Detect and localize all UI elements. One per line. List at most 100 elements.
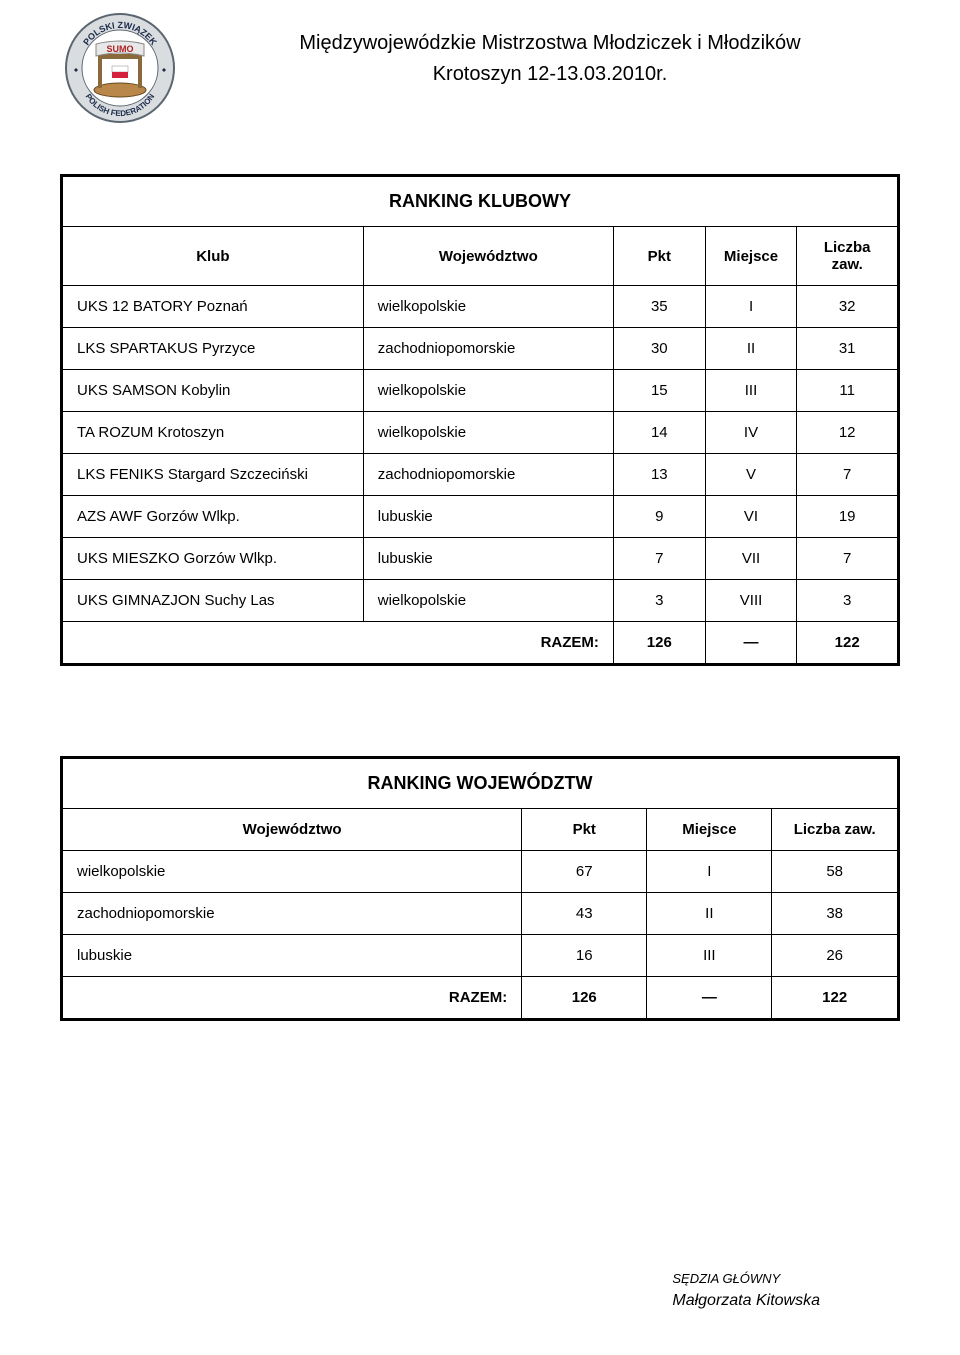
cell: I [705, 286, 797, 328]
federation-logo: POLSKI ZWIĄZEK POLISH FEDERATION SUMO [60, 8, 180, 128]
table-total-row: RAZEM: 126 — 122 [63, 622, 897, 664]
cell: zachodniopomorskie [63, 893, 522, 935]
table2-title: RANKING WOJEWÓDZTW [63, 759, 897, 809]
cell: zachodniopomorskie [363, 328, 613, 370]
cell: LKS SPARTAKUS Pyrzyce [63, 328, 363, 370]
header: POLSKI ZWIĄZEK POLISH FEDERATION SUMO [60, 12, 900, 128]
cell: 38 [772, 893, 897, 935]
cell: lubuskie [363, 538, 613, 580]
event-subtitle: Krotoszyn 12-13.03.2010r. [200, 63, 900, 86]
th-wojewodztwo: Województwo [63, 809, 522, 851]
cell: 3 [797, 580, 897, 622]
table1-title: RANKING KLUBOWY [63, 177, 897, 227]
table2-container: RANKING WOJEWÓDZTW Województwo Pkt Miejs… [60, 756, 900, 1021]
title-block: Międzywojewódzkie Mistrzostwa Młodziczek… [200, 12, 900, 86]
table-row: wielkopolskie 67 I 58 [63, 851, 897, 893]
table-row: lubuskie 16 III 26 [63, 935, 897, 977]
cell: 15 [613, 370, 705, 412]
cell: wielkopolskie [363, 286, 613, 328]
cell: TA ROZUM Krotoszyn [63, 412, 363, 454]
cell: VIII [705, 580, 797, 622]
th-liczba: Liczba zaw. [772, 809, 897, 851]
total-place: — [705, 622, 797, 664]
cell: 58 [772, 851, 897, 893]
cell: AZS AWF Gorzów Wlkp. [63, 496, 363, 538]
cell: 3 [613, 580, 705, 622]
cell: wielkopolskie [363, 412, 613, 454]
table1-container: RANKING KLUBOWY Klub Województwo Pkt Mie… [60, 174, 900, 666]
cell: 26 [772, 935, 897, 977]
cell: V [705, 454, 797, 496]
cell: 19 [797, 496, 897, 538]
cell: 13 [613, 454, 705, 496]
cell: UKS SAMSON Kobylin [63, 370, 363, 412]
th-miejsce: Miejsce [705, 227, 797, 286]
th-miejsce: Miejsce [647, 809, 772, 851]
th-wojewodztwo: Województwo [363, 227, 613, 286]
cell: lubuskie [63, 935, 522, 977]
cell: 35 [613, 286, 705, 328]
cell: UKS GIMNAZJON Suchy Las [63, 580, 363, 622]
cell: 9 [613, 496, 705, 538]
cell: I [647, 851, 772, 893]
total-label: RAZEM: [63, 977, 522, 1019]
table-header-row: Województwo Pkt Miejsce Liczba zaw. [63, 809, 897, 851]
cell: 14 [613, 412, 705, 454]
table-row: TA ROZUM Krotoszyn wielkopolskie 14 IV 1… [63, 412, 897, 454]
cell: 30 [613, 328, 705, 370]
footer-role: SĘDZIA GŁÓWNY [672, 1271, 820, 1286]
total-count: 122 [797, 622, 897, 664]
event-title: Międzywojewódzkie Mistrzostwa Młodziczek… [200, 32, 900, 55]
cell: IV [705, 412, 797, 454]
table-row: UKS SAMSON Kobylin wielkopolskie 15 III … [63, 370, 897, 412]
table-header-row: Klub Województwo Pkt Miejsce Liczba zaw. [63, 227, 897, 286]
cell: VI [705, 496, 797, 538]
total-label: RAZEM: [63, 622, 613, 664]
cell: 32 [797, 286, 897, 328]
cell: wielkopolskie [63, 851, 522, 893]
table-row: zachodniopomorskie 43 II 38 [63, 893, 897, 935]
footer-name: Małgorzata Kitowska [672, 1292, 820, 1310]
table-row: UKS MIESZKO Gorzów Wlkp. lubuskie 7 VII … [63, 538, 897, 580]
cell: 43 [522, 893, 647, 935]
cell: 16 [522, 935, 647, 977]
cell: wielkopolskie [363, 370, 613, 412]
footer: SĘDZIA GŁÓWNY Małgorzata Kitowska [672, 1271, 820, 1310]
ranking-klubowy-table: RANKING KLUBOWY Klub Województwo Pkt Mie… [63, 177, 897, 663]
th-pkt: Pkt [613, 227, 705, 286]
total-pkt: 126 [522, 977, 647, 1019]
cell: 11 [797, 370, 897, 412]
th-pkt: Pkt [522, 809, 647, 851]
cell: 12 [797, 412, 897, 454]
cell: lubuskie [363, 496, 613, 538]
table-row: LKS FENIKS Stargard Szczeciński zachodni… [63, 454, 897, 496]
cell: UKS 12 BATORY Poznań [63, 286, 363, 328]
table-row: LKS SPARTAKUS Pyrzyce zachodniopomorskie… [63, 328, 897, 370]
th-liczba: Liczba zaw. [797, 227, 897, 286]
table-row: UKS GIMNAZJON Suchy Las wielkopolskie 3 … [63, 580, 897, 622]
ranking-wojewodztw-table: RANKING WOJEWÓDZTW Województwo Pkt Miejs… [63, 759, 897, 1018]
total-place: — [647, 977, 772, 1019]
th-klub: Klub [63, 227, 363, 286]
total-pkt: 126 [613, 622, 705, 664]
table-row: AZS AWF Gorzów Wlkp. lubuskie 9 VI 19 [63, 496, 897, 538]
cell: 7 [797, 538, 897, 580]
cell: III [705, 370, 797, 412]
cell: 7 [613, 538, 705, 580]
cell: wielkopolskie [363, 580, 613, 622]
cell: 7 [797, 454, 897, 496]
table-total-row: RAZEM: 126 — 122 [63, 977, 897, 1019]
cell: LKS FENIKS Stargard Szczeciński [63, 454, 363, 496]
cell: 31 [797, 328, 897, 370]
table-row: UKS 12 BATORY Poznań wielkopolskie 35 I … [63, 286, 897, 328]
cell: II [705, 328, 797, 370]
total-count: 122 [772, 977, 897, 1019]
cell: VII [705, 538, 797, 580]
logo-center-text: SUMO [107, 44, 134, 54]
cell: 67 [522, 851, 647, 893]
cell: II [647, 893, 772, 935]
cell: III [647, 935, 772, 977]
page: POLSKI ZWIĄZEK POLISH FEDERATION SUMO [0, 0, 960, 1355]
cell: zachodniopomorskie [363, 454, 613, 496]
cell: UKS MIESZKO Gorzów Wlkp. [63, 538, 363, 580]
